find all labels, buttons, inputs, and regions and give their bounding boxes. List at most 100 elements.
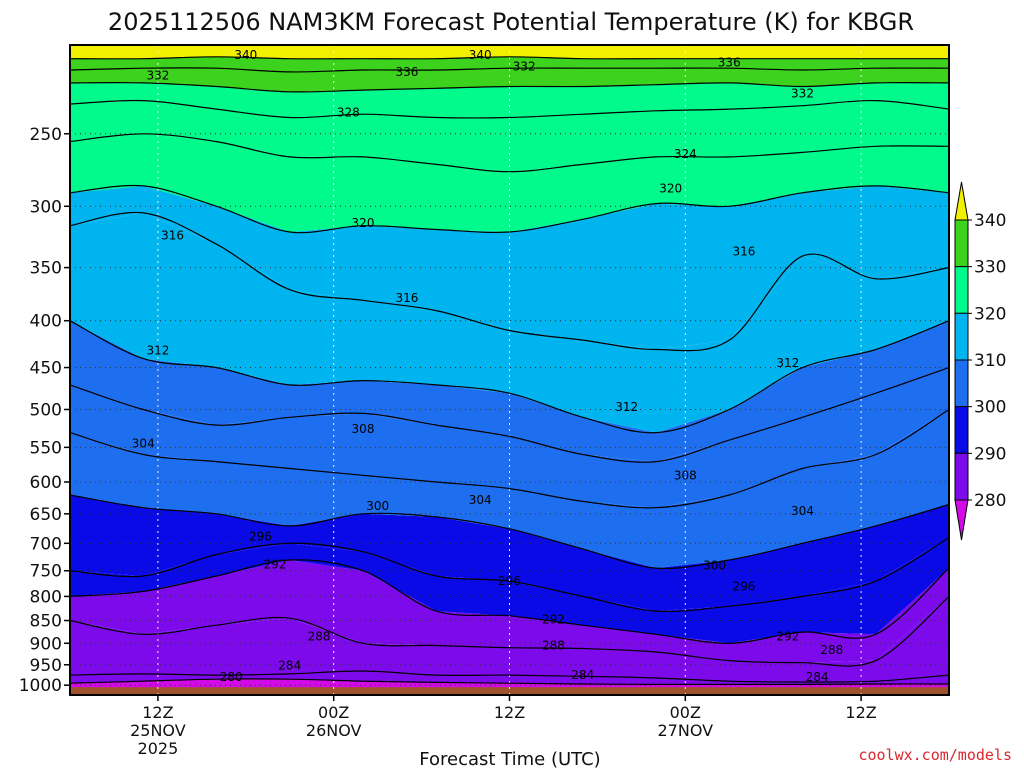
colorbar-label-310: 310: [974, 351, 1006, 371]
contour-label-332: 332: [791, 87, 814, 101]
contour-label-288: 288: [308, 630, 331, 644]
colorbar-swatch-290: [954, 406, 969, 454]
plot-frame: [69, 44, 950, 696]
theta-band-288: [70, 560, 949, 663]
x-tick-label: 12Z: [494, 703, 525, 722]
contour-label-328: 328: [337, 106, 360, 120]
y-tick-label-800: 800: [30, 587, 62, 607]
colorbar-swatch-320: [954, 266, 969, 314]
x-tick-label: 12Z: [142, 703, 173, 722]
isentrope-340: [69, 56, 949, 60]
isentrope-336: [69, 67, 950, 73]
contour-label-304: 304: [791, 504, 814, 518]
isentrope-332: [69, 82, 950, 93]
isentrope-284: [69, 670, 950, 683]
contour-label-320: 320: [352, 216, 375, 230]
theta-band-332: [70, 68, 949, 92]
y-tick-label-350: 350: [30, 259, 62, 279]
isentrope-296: [69, 537, 950, 613]
isentrope-324: [69, 133, 950, 173]
colorbar-swatch-330: [954, 219, 969, 268]
theta-band-296: [70, 495, 949, 612]
x-tick-label: 25NOV: [130, 721, 186, 740]
contour-label-308: 308: [674, 468, 697, 482]
colorbar-label-300: 300: [974, 398, 1006, 418]
y-tick-label-400: 400: [30, 312, 62, 332]
colorbar-label-280: 280: [974, 491, 1006, 511]
isentrope-320: [69, 184, 950, 234]
contour-label-312: 312: [776, 356, 799, 370]
contour-label-332: 332: [146, 69, 169, 83]
contour-label-296: 296: [498, 574, 521, 588]
contour-label-308: 308: [352, 422, 375, 436]
contour-label-324: 324: [674, 147, 697, 161]
y-tick-label-500: 500: [30, 400, 62, 420]
contour-label-292: 292: [542, 613, 565, 627]
y-tick-label-850: 850: [30, 612, 62, 632]
colorbar-cap-bottom: [954, 499, 969, 541]
y-tick-label-550: 550: [30, 438, 62, 458]
y-tick-label-700: 700: [30, 534, 62, 554]
isentrope-292: [69, 559, 950, 644]
y-tick-label-250: 250: [30, 125, 62, 145]
contour-label-296: 296: [732, 579, 755, 593]
theta-band-304: [70, 367, 949, 508]
contour-label-300: 300: [703, 558, 726, 572]
contour-label-288: 288: [820, 643, 843, 657]
contour-label-336: 336: [718, 56, 741, 70]
theta-band-308: [70, 320, 949, 462]
colorbar-label-320: 320: [974, 304, 1006, 324]
chart-title: 2025112506 NAM3KM Forecast Potential Tem…: [108, 8, 914, 36]
contour-label-292: 292: [264, 557, 287, 571]
y-axis: 2503003504004505005506006507007508008509…: [19, 125, 70, 696]
contour-label-284: 284: [278, 659, 301, 673]
isentrope-316: [69, 211, 950, 352]
isentrope-312: [69, 320, 950, 434]
contour-label-340: 340: [234, 48, 257, 62]
contour-label-304: 304: [132, 437, 155, 451]
x-tick-label: 00Z: [670, 703, 701, 722]
colorbar-cap-top: [954, 181, 969, 221]
isentrope-328: [69, 99, 950, 119]
x-axis-title: Forecast Time (UTC): [419, 749, 600, 768]
isentrope-288: [69, 595, 950, 667]
contour-label-280: 280: [220, 670, 243, 684]
contour-label-296: 296: [249, 529, 272, 543]
theta-band-320: [70, 133, 949, 232]
colorbar: 340 330 320 310 300 290 280: [954, 181, 1006, 541]
x-tick-label: 00Z: [318, 703, 349, 722]
contour-label-312: 312: [146, 343, 169, 357]
contour-label-316: 316: [395, 291, 418, 305]
y-tick-label-1000: 1000: [19, 676, 62, 696]
contour-label-300: 300: [366, 499, 389, 513]
contour-label-312: 312: [615, 400, 638, 414]
y-tick-label-750: 750: [30, 562, 62, 582]
credit-text: coolwx.com/models: [858, 746, 1012, 764]
theta-band-312: [70, 212, 949, 433]
x-tick-label: 27NOV: [658, 721, 714, 740]
theta-band-292: [70, 537, 949, 644]
contour-label-336: 336: [395, 65, 418, 79]
isentrope-300: [69, 494, 950, 570]
isentrope-308: [69, 367, 950, 463]
isentrope-280: [69, 678, 950, 686]
colorbar-swatch-300: [954, 359, 969, 408]
contour-label-304: 304: [469, 493, 492, 507]
y-tick-label-300: 300: [30, 197, 62, 217]
y-tick-label-900: 900: [30, 634, 62, 654]
surface-ground: [70, 687, 949, 695]
colorbar-swatch-310: [954, 312, 969, 361]
y-tick-label-950: 950: [30, 656, 62, 676]
contour-label-288: 288: [542, 638, 565, 652]
isentrope-304: [69, 408, 950, 509]
x-tick-label: 2025: [138, 739, 179, 758]
isentrope-lines: [69, 56, 950, 686]
colorbar-label-290: 290: [974, 444, 1006, 464]
contour-label-320: 320: [659, 182, 682, 196]
colorbar-label-330: 330: [974, 258, 1006, 278]
colorbar-swatch-280: [954, 452, 969, 501]
x-tick-label: 12Z: [845, 703, 876, 722]
contour-label-316: 316: [161, 229, 184, 243]
